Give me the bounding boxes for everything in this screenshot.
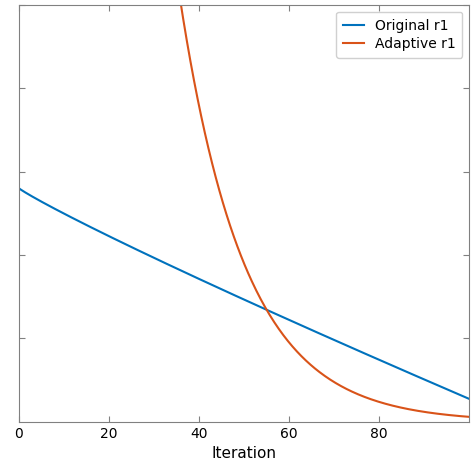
Original r1 [456, 392, 461, 397]
Original r1 [284, 316, 290, 322]
Original r1 [260, 305, 265, 311]
Original r1 [16, 185, 22, 191]
Line: Adaptive r1: Adaptive r1 [19, 0, 469, 417]
Adaptive r1 [260, 300, 265, 306]
X-axis label: Iteration: Iteration [211, 447, 277, 461]
Line: Original r1: Original r1 [19, 188, 469, 399]
Original r1 [385, 361, 391, 366]
Original r1 [466, 396, 472, 402]
Adaptive r1 [230, 231, 236, 237]
Adaptive r1 [233, 238, 238, 244]
Adaptive r1 [466, 414, 472, 419]
Original r1 [230, 292, 236, 297]
Original r1 [233, 293, 238, 299]
Adaptive r1 [385, 401, 391, 407]
Adaptive r1 [456, 413, 461, 419]
Legend: Original r1, Adaptive r1: Original r1, Adaptive r1 [336, 12, 462, 58]
Adaptive r1 [284, 337, 290, 343]
